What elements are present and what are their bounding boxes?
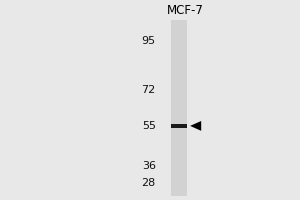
Bar — [171, 124, 187, 128]
Text: 55: 55 — [142, 121, 156, 131]
Bar — [171, 20, 187, 196]
Text: 95: 95 — [142, 36, 156, 46]
Text: MCF-7: MCF-7 — [167, 4, 203, 17]
Text: 72: 72 — [142, 85, 156, 95]
Polygon shape — [190, 121, 201, 131]
Text: 28: 28 — [142, 178, 156, 188]
Text: 36: 36 — [142, 161, 156, 171]
